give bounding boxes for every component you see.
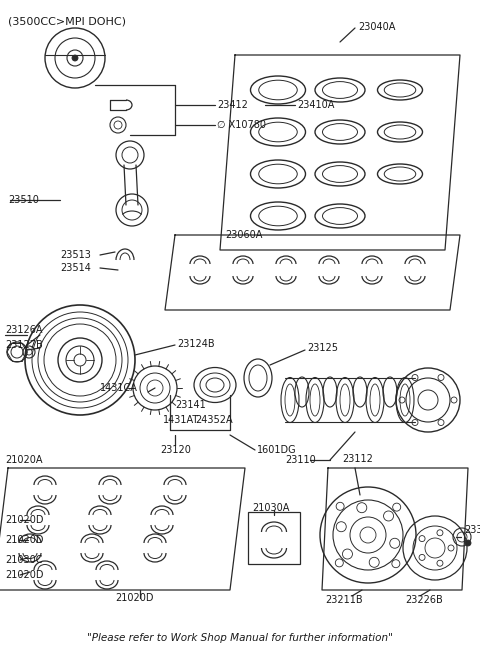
Text: 23120: 23120: [160, 445, 191, 455]
Text: 21020D: 21020D: [5, 535, 44, 545]
Text: ∅ X10780: ∅ X10780: [217, 120, 266, 130]
Text: 23127B: 23127B: [5, 340, 43, 350]
Text: 23126A: 23126A: [5, 325, 43, 335]
Circle shape: [72, 55, 78, 61]
Text: 23112: 23112: [342, 454, 373, 464]
Text: 23124B: 23124B: [177, 339, 215, 349]
Text: "Please refer to Work Shop Manual for further information": "Please refer to Work Shop Manual for fu…: [87, 633, 393, 643]
Text: 23311B: 23311B: [464, 525, 480, 535]
Text: 23510: 23510: [8, 195, 39, 205]
Text: 23211B: 23211B: [325, 595, 362, 605]
Text: 23141: 23141: [175, 400, 206, 410]
Text: 23040A: 23040A: [358, 22, 396, 32]
Text: 23110: 23110: [285, 455, 316, 465]
Text: 23125: 23125: [307, 343, 338, 353]
Text: 1601DG: 1601DG: [257, 445, 297, 455]
Text: 21020A: 21020A: [5, 455, 43, 465]
Text: 23060A: 23060A: [225, 230, 263, 240]
Text: 23226B: 23226B: [405, 595, 443, 605]
Text: 21020D: 21020D: [5, 515, 44, 525]
Text: (3500CC>MPI DOHC): (3500CC>MPI DOHC): [8, 16, 126, 26]
Text: 23410A: 23410A: [297, 100, 335, 110]
Text: 21030A: 21030A: [252, 503, 289, 513]
Text: 23513: 23513: [60, 250, 91, 260]
Bar: [248, 512, 300, 564]
Text: 23412: 23412: [217, 100, 248, 110]
Text: 1431CA: 1431CA: [100, 383, 138, 393]
Text: 1431AT: 1431AT: [163, 415, 199, 425]
Text: 23514: 23514: [60, 263, 91, 273]
Text: 21020D: 21020D: [5, 570, 44, 580]
Circle shape: [465, 540, 471, 546]
Text: 21030C: 21030C: [5, 555, 43, 565]
Text: 24352A: 24352A: [195, 415, 233, 425]
Text: 21020D: 21020D: [115, 593, 154, 603]
